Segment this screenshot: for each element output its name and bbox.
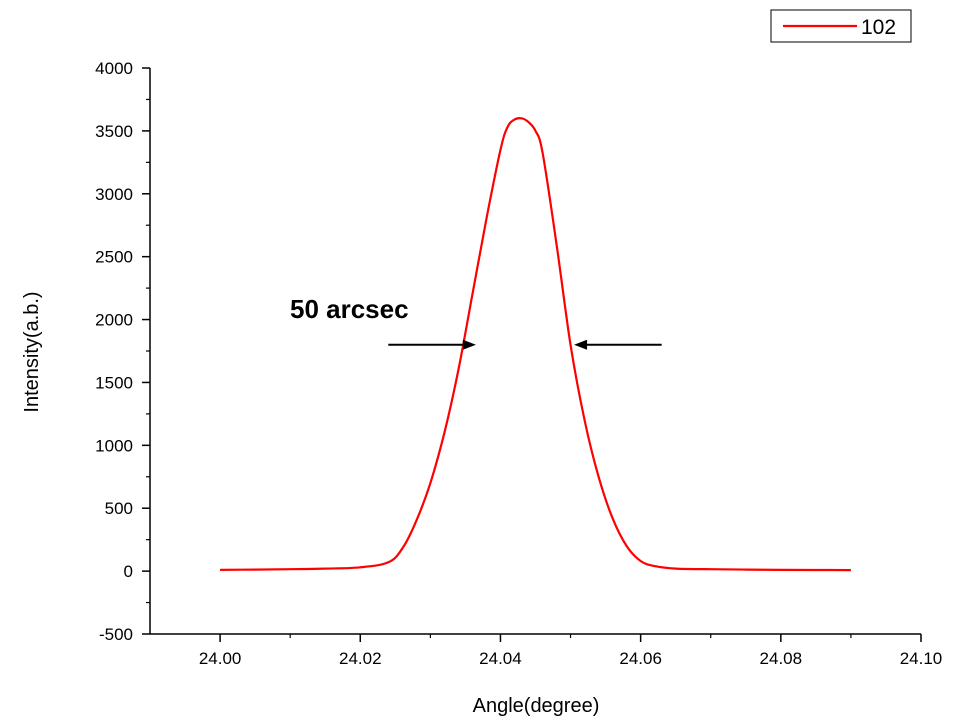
x-axis-title: Angle(degree) (473, 695, 600, 717)
right-arrowhead (574, 339, 588, 350)
left-arrowhead (462, 339, 476, 350)
annotation: 50 arcsec (290, 294, 662, 350)
x-tick-label: 24.02 (339, 649, 382, 668)
legend: 102 (770, 9, 912, 43)
x-axis: 24.00 24.02 24.04 24.06 24.08 24.10 (150, 633, 943, 668)
x-tick-label: 24.00 (199, 649, 242, 668)
x-tick-label: 24.04 (479, 649, 522, 668)
y-tick-label: 0 (124, 562, 133, 581)
y-tick-label: -500 (99, 625, 133, 644)
y-tick-label: 3500 (95, 122, 133, 141)
y-axis: -500 0 500 1000 1500 2000 2500 3000 3500 4000 (95, 59, 151, 644)
y-tick-label: 2000 (95, 311, 133, 330)
y-tick-label: 2500 (95, 248, 133, 267)
y-tick-label: 500 (105, 499, 133, 518)
y-tick-label: 1500 (95, 373, 133, 392)
x-tick-label: 24.10 (900, 649, 943, 668)
series-line-102 (220, 117, 851, 572)
y-tick-label: 1000 (95, 436, 133, 455)
annotation-label: 50 arcsec (290, 294, 409, 324)
y-tick-label: 3000 (95, 185, 133, 204)
y-tick-label: 4000 (95, 59, 133, 78)
x-tick-label: 24.06 (619, 649, 662, 668)
y-axis-title: Intensity(a.b.) (21, 291, 43, 412)
x-tick-label: 24.08 (760, 649, 803, 668)
legend-label: 102 (861, 16, 896, 39)
